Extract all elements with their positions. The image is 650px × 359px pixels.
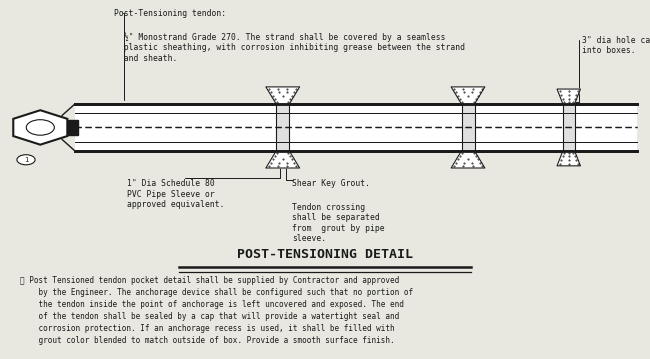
Text: 1" Dia Schedule 80
PVC Pipe Sleeve or
approved equivalent.: 1" Dia Schedule 80 PVC Pipe Sleeve or ap… (127, 180, 224, 209)
Polygon shape (266, 87, 300, 104)
Text: Post-Tensioning tendon:: Post-Tensioning tendon: (114, 9, 226, 18)
Text: the tendon inside the point of anchorage is left uncovered and exposed. The end: the tendon inside the point of anchorage… (20, 300, 404, 309)
Polygon shape (451, 87, 485, 104)
Polygon shape (557, 89, 580, 104)
Polygon shape (557, 151, 580, 166)
Bar (75, 104, 637, 151)
Polygon shape (451, 151, 485, 168)
Bar (563, 104, 575, 151)
Bar (462, 104, 474, 151)
Text: of the tendon shall be sealed by a cap that will provide a watertight seal and: of the tendon shall be sealed by a cap t… (20, 312, 398, 321)
Circle shape (17, 155, 35, 165)
Text: grout color blended to match outside of box. Provide a smooth surface finish.: grout color blended to match outside of … (20, 336, 394, 345)
Text: Shear Key Grout.: Shear Key Grout. (292, 180, 370, 188)
Text: ① Post Tensioned tendon pocket detail shall be supplied by Contractor and approv: ① Post Tensioned tendon pocket detail sh… (20, 276, 398, 285)
Text: ½" Monostrand Grade 270. The strand shall be covered by a seamless
  plastic she: ½" Monostrand Grade 270. The strand shal… (114, 32, 465, 63)
Polygon shape (13, 110, 68, 145)
Text: by the Engineer. The anchorage device shall be configured such that no portion o: by the Engineer. The anchorage device sh… (20, 288, 413, 297)
Bar (67, 120, 78, 135)
Polygon shape (266, 151, 300, 168)
Text: Tendon crossing
shall be separated
from  grout by pipe
sleeve.: Tendon crossing shall be separated from … (292, 203, 385, 243)
Text: 3" dia hole cast
into boxes.: 3" dia hole cast into boxes. (582, 36, 650, 55)
Bar (276, 104, 289, 151)
Text: corrosion protection. If an anchorage recess is used, it shall be filled with: corrosion protection. If an anchorage re… (20, 324, 394, 333)
Circle shape (26, 120, 55, 135)
Text: 1: 1 (24, 157, 28, 163)
Text: POST-TENSIONING DETAIL: POST-TENSIONING DETAIL (237, 248, 413, 261)
